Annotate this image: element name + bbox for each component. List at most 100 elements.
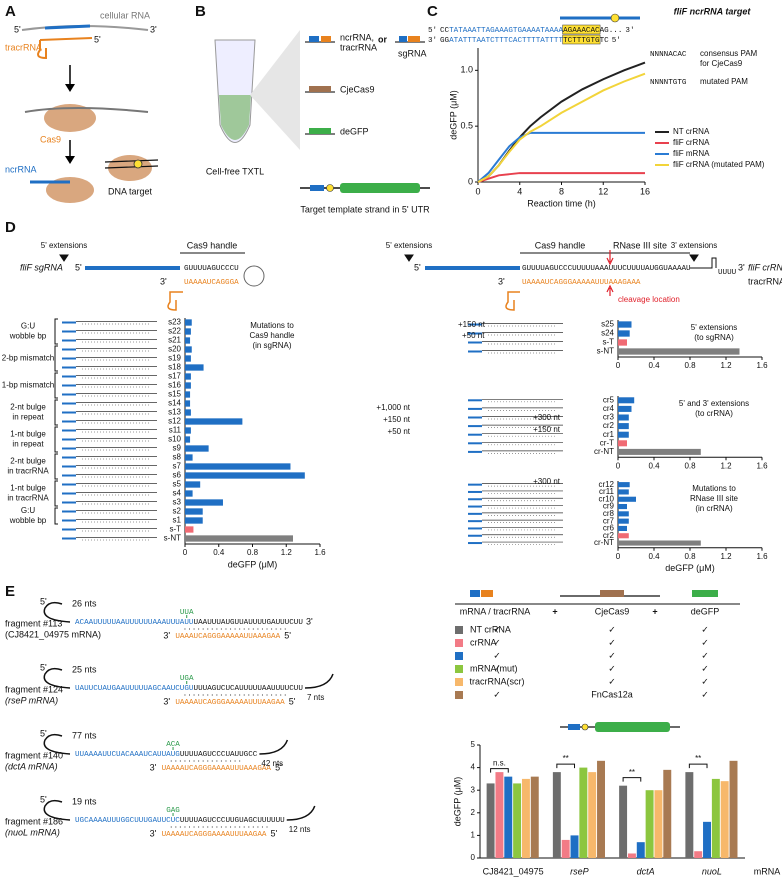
y-axis-label: deGFP (μM) <box>448 90 458 140</box>
sequence: UAAAAUCAGGGAAAAUUUAAAGAA <box>162 765 272 773</box>
bar <box>618 533 629 539</box>
rna-glyph <box>62 339 76 342</box>
category-label: cr8 <box>603 509 615 518</box>
x-tick-label: 16 <box>640 186 650 196</box>
x-tick-label: 1.6 <box>756 461 768 470</box>
bar <box>185 490 193 497</box>
x-tick-label: 1.2 <box>720 552 732 561</box>
line <box>477 72 646 183</box>
bar <box>618 496 636 502</box>
category-label: s19 <box>168 354 181 363</box>
rna-glyph <box>62 519 76 522</box>
y-tick-label: 4 <box>471 763 476 772</box>
sequence: ACAAUUUUUAAUUUUUUAAAUUUAUU <box>75 619 194 627</box>
rna-glyph <box>62 492 76 495</box>
rna-glyph <box>62 456 76 459</box>
label: fliF crRNA <box>748 262 782 272</box>
label: 77 nts <box>72 730 97 740</box>
category-label: cr-NT <box>594 538 614 547</box>
x-axis-label: Reaction time (h) <box>527 198 596 208</box>
rna-glyph <box>62 366 76 369</box>
label: NNNNACAC <box>650 51 687 59</box>
significance-label: n.s. <box>493 759 506 768</box>
label: 5' <box>414 262 421 272</box>
target-block <box>310 185 324 191</box>
bar <box>530 776 539 858</box>
bar <box>618 482 630 488</box>
legend-swatch <box>455 639 463 647</box>
bar <box>597 760 605 858</box>
category-label: CJ8421_04975 <box>483 866 544 876</box>
bar <box>618 321 632 328</box>
x-tick-label: 1.2 <box>720 461 732 470</box>
rna-glyph <box>62 465 76 468</box>
legend-label: fliF mRNA <box>673 149 710 158</box>
bar <box>185 436 191 443</box>
bar <box>618 397 635 404</box>
cleavage-arrow <box>606 250 614 266</box>
label: 5' <box>612 37 621 45</box>
label: Cas9 <box>40 134 61 144</box>
label: 3' <box>306 616 313 626</box>
category-label: s17 <box>168 372 181 381</box>
group-label: in repeat <box>12 413 44 422</box>
category-label: s2 <box>173 507 182 516</box>
label: +50 nt <box>388 427 411 436</box>
y-tick-label: 0.5 <box>460 121 473 131</box>
table-cell: ✓ <box>608 663 616 673</box>
category-label: cr-NT <box>594 447 614 456</box>
x-tick-label: 0.8 <box>684 361 696 370</box>
label: deGFP <box>691 606 720 616</box>
rna-glyph <box>468 542 482 545</box>
category-label: s13 <box>168 408 181 417</box>
gene-block <box>309 86 331 92</box>
category-label: s18 <box>168 363 181 372</box>
sequence: UAAAAUCAGGGAAAAUUUAAGAA <box>162 831 267 839</box>
y-tick-label: 0 <box>471 853 476 862</box>
arrow-head <box>65 84 75 164</box>
label: 5' <box>284 630 291 640</box>
label: GUUUUAGUCCCUUUUUAAAUUUCUUUUAUGGUAAAAU <box>522 265 691 273</box>
annotation: Mutations to <box>250 321 294 330</box>
sequence: UAAAUCAGGGAAAAAUUAAAGAA <box>175 633 280 641</box>
annotation: (to crRNA) <box>695 409 733 418</box>
bar <box>720 781 729 858</box>
group-bracket <box>54 480 58 507</box>
bar <box>729 760 738 858</box>
legend-swatch <box>455 678 463 686</box>
group-label: G:U <box>21 506 35 515</box>
category-label: s-T <box>602 338 614 347</box>
gene-block <box>321 36 331 42</box>
label: 5' <box>40 794 47 804</box>
y-axis-label: deGFP (μM) <box>452 777 462 827</box>
x-axis-label: deGFP (μM) <box>665 563 715 573</box>
table-cell: ✓ <box>701 650 709 660</box>
label: 5' <box>289 696 296 706</box>
gene-block <box>309 128 331 134</box>
pam-dot <box>326 184 334 192</box>
rna-glyph <box>62 330 76 333</box>
rna-glyph <box>468 527 482 530</box>
category-label: s6 <box>173 471 182 480</box>
annotation: 5' extensions <box>691 323 737 332</box>
category-label: s14 <box>168 399 181 408</box>
label: 5' <box>40 662 47 672</box>
legend-swatch <box>455 626 463 634</box>
legend-swatch <box>455 665 463 673</box>
bar <box>185 328 191 335</box>
rna-line <box>24 107 149 113</box>
bracket <box>59 252 245 262</box>
table-cell: ✓ <box>701 676 709 686</box>
pam-dot <box>610 13 620 23</box>
category-label: cr2 <box>603 531 615 540</box>
gene-block <box>470 590 480 597</box>
cas9 <box>44 104 96 132</box>
label: fliF sgRNA <box>20 262 63 272</box>
label: +1,000 nt <box>376 403 410 412</box>
sequence: TCTTTGTG <box>563 37 600 45</box>
label: 3' <box>150 828 157 838</box>
group-bracket <box>54 345 58 372</box>
target-block <box>568 724 580 730</box>
axis <box>477 48 645 183</box>
